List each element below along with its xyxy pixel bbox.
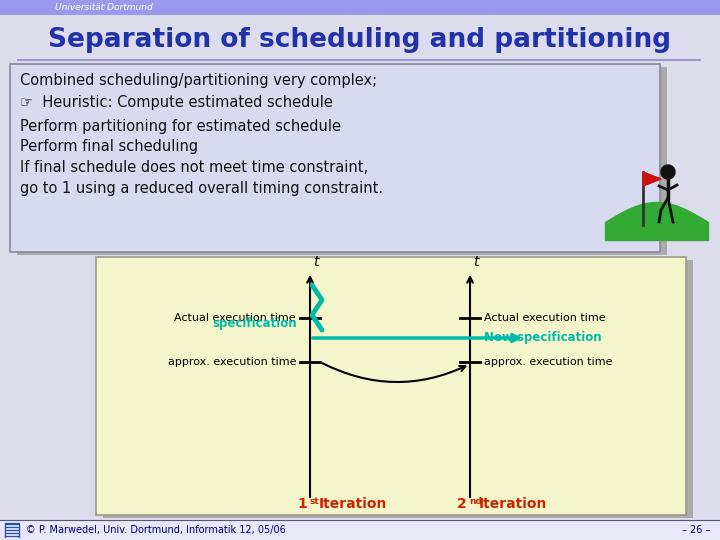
- Bar: [96, 257, 686, 515]
- Text: nd: nd: [469, 496, 482, 505]
- Text: st: st: [309, 496, 319, 505]
- Bar: [17, 67, 667, 255]
- Text: go to 1 using a reduced overall timing constraint.: go to 1 using a reduced overall timing c…: [20, 180, 383, 195]
- Text: © P. Marwedel, Univ. Dortmund, Informatik 12, 05/06: © P. Marwedel, Univ. Dortmund, Informati…: [26, 525, 286, 535]
- Text: Iteration: Iteration: [479, 497, 547, 511]
- Text: Separation of scheduling and partitioning: Separation of scheduling and partitionin…: [48, 27, 672, 53]
- Bar: [103, 260, 693, 518]
- Text: t: t: [473, 255, 479, 269]
- Polygon shape: [643, 172, 661, 186]
- Bar: [10, 64, 660, 252]
- Text: Combined scheduling/partitioning very complex;: Combined scheduling/partitioning very co…: [20, 72, 377, 87]
- Text: – 26 –: – 26 –: [682, 525, 710, 535]
- Circle shape: [661, 165, 675, 179]
- Text: Universität Dortmund: Universität Dortmund: [55, 3, 153, 12]
- Text: Perform partitioning for estimated schedule: Perform partitioning for estimated sched…: [20, 119, 341, 134]
- Text: Iteration: Iteration: [319, 497, 387, 511]
- Text: 2: 2: [457, 497, 467, 511]
- Text: approx. execution time: approx. execution time: [484, 357, 613, 367]
- Bar: [0, 0, 720, 15]
- Text: Actual execution time: Actual execution time: [484, 313, 606, 323]
- Text: New specification: New specification: [484, 332, 602, 345]
- Text: t: t: [313, 255, 318, 269]
- Text: specification: specification: [212, 317, 297, 330]
- Text: 1: 1: [297, 497, 307, 511]
- Text: ☞  Heuristic: Compute estimated schedule: ☞ Heuristic: Compute estimated schedule: [20, 94, 333, 110]
- Bar: [0, 520, 720, 540]
- Text: If final schedule does not meet time constraint,: If final schedule does not meet time con…: [20, 160, 368, 176]
- Text: Actual execution time: Actual execution time: [174, 313, 296, 323]
- Text: approx. execution time: approx. execution time: [168, 357, 296, 367]
- Text: Perform final scheduling: Perform final scheduling: [20, 139, 198, 154]
